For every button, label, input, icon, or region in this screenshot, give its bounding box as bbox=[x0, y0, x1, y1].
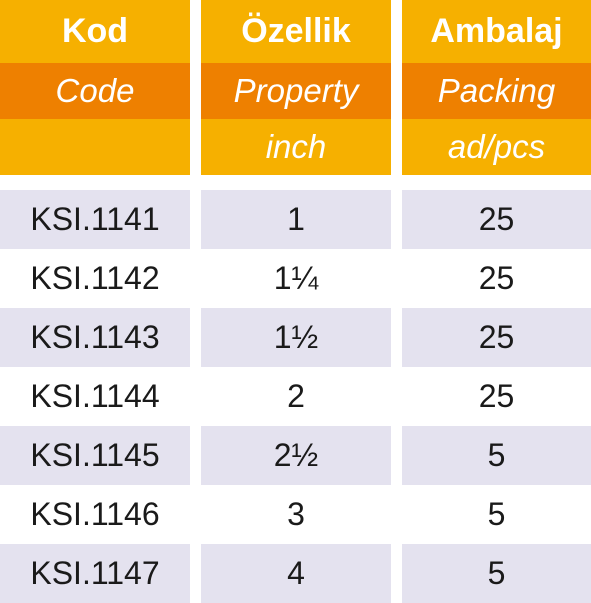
table-cell-property: 2½ bbox=[201, 426, 391, 485]
header-code-tr: Kod bbox=[0, 0, 190, 63]
table-cell-code: KSI.1146 bbox=[30, 496, 160, 532]
table-cell-packing: 5 bbox=[487, 496, 506, 532]
header-property-unit: inch bbox=[201, 119, 391, 175]
table-cell-code: KSI.1145 bbox=[0, 426, 190, 485]
header-code-sub bbox=[0, 119, 190, 175]
header-packing-unit: ad/pcs bbox=[402, 119, 591, 175]
table-cell-packing: 25 bbox=[478, 378, 515, 414]
table-cell-property: 4 bbox=[201, 544, 391, 603]
header-packing-tr: Ambalaj bbox=[402, 0, 591, 63]
table-cell-property: 2 bbox=[287, 378, 305, 414]
table-cell-packing: 25 bbox=[402, 190, 591, 249]
table-cell-packing: 25 bbox=[402, 308, 591, 367]
table-cell-code: KSI.1143 bbox=[0, 308, 190, 367]
header-property-tr: Özellik bbox=[201, 0, 391, 63]
table-cell-property: 3 bbox=[287, 496, 305, 532]
header-code-en: Code bbox=[0, 63, 190, 119]
table-cell-code: KSI.1142 bbox=[30, 260, 160, 296]
header-property-en: Property bbox=[201, 63, 391, 119]
table-cell-packing: 5 bbox=[402, 544, 591, 603]
table-cell-packing: 5 bbox=[402, 426, 591, 485]
table-cell-code: KSI.1144 bbox=[30, 378, 160, 414]
table-cell-property: 1 bbox=[201, 190, 391, 249]
table-cell-code: KSI.1141 bbox=[0, 190, 190, 249]
table-cell-packing: 25 bbox=[478, 260, 515, 296]
table-cell-property: 1¼ bbox=[273, 260, 319, 296]
table-cell-code: KSI.1147 bbox=[0, 544, 190, 603]
table-cell-property: 1½ bbox=[201, 308, 391, 367]
header-packing-en: Packing bbox=[402, 63, 591, 119]
